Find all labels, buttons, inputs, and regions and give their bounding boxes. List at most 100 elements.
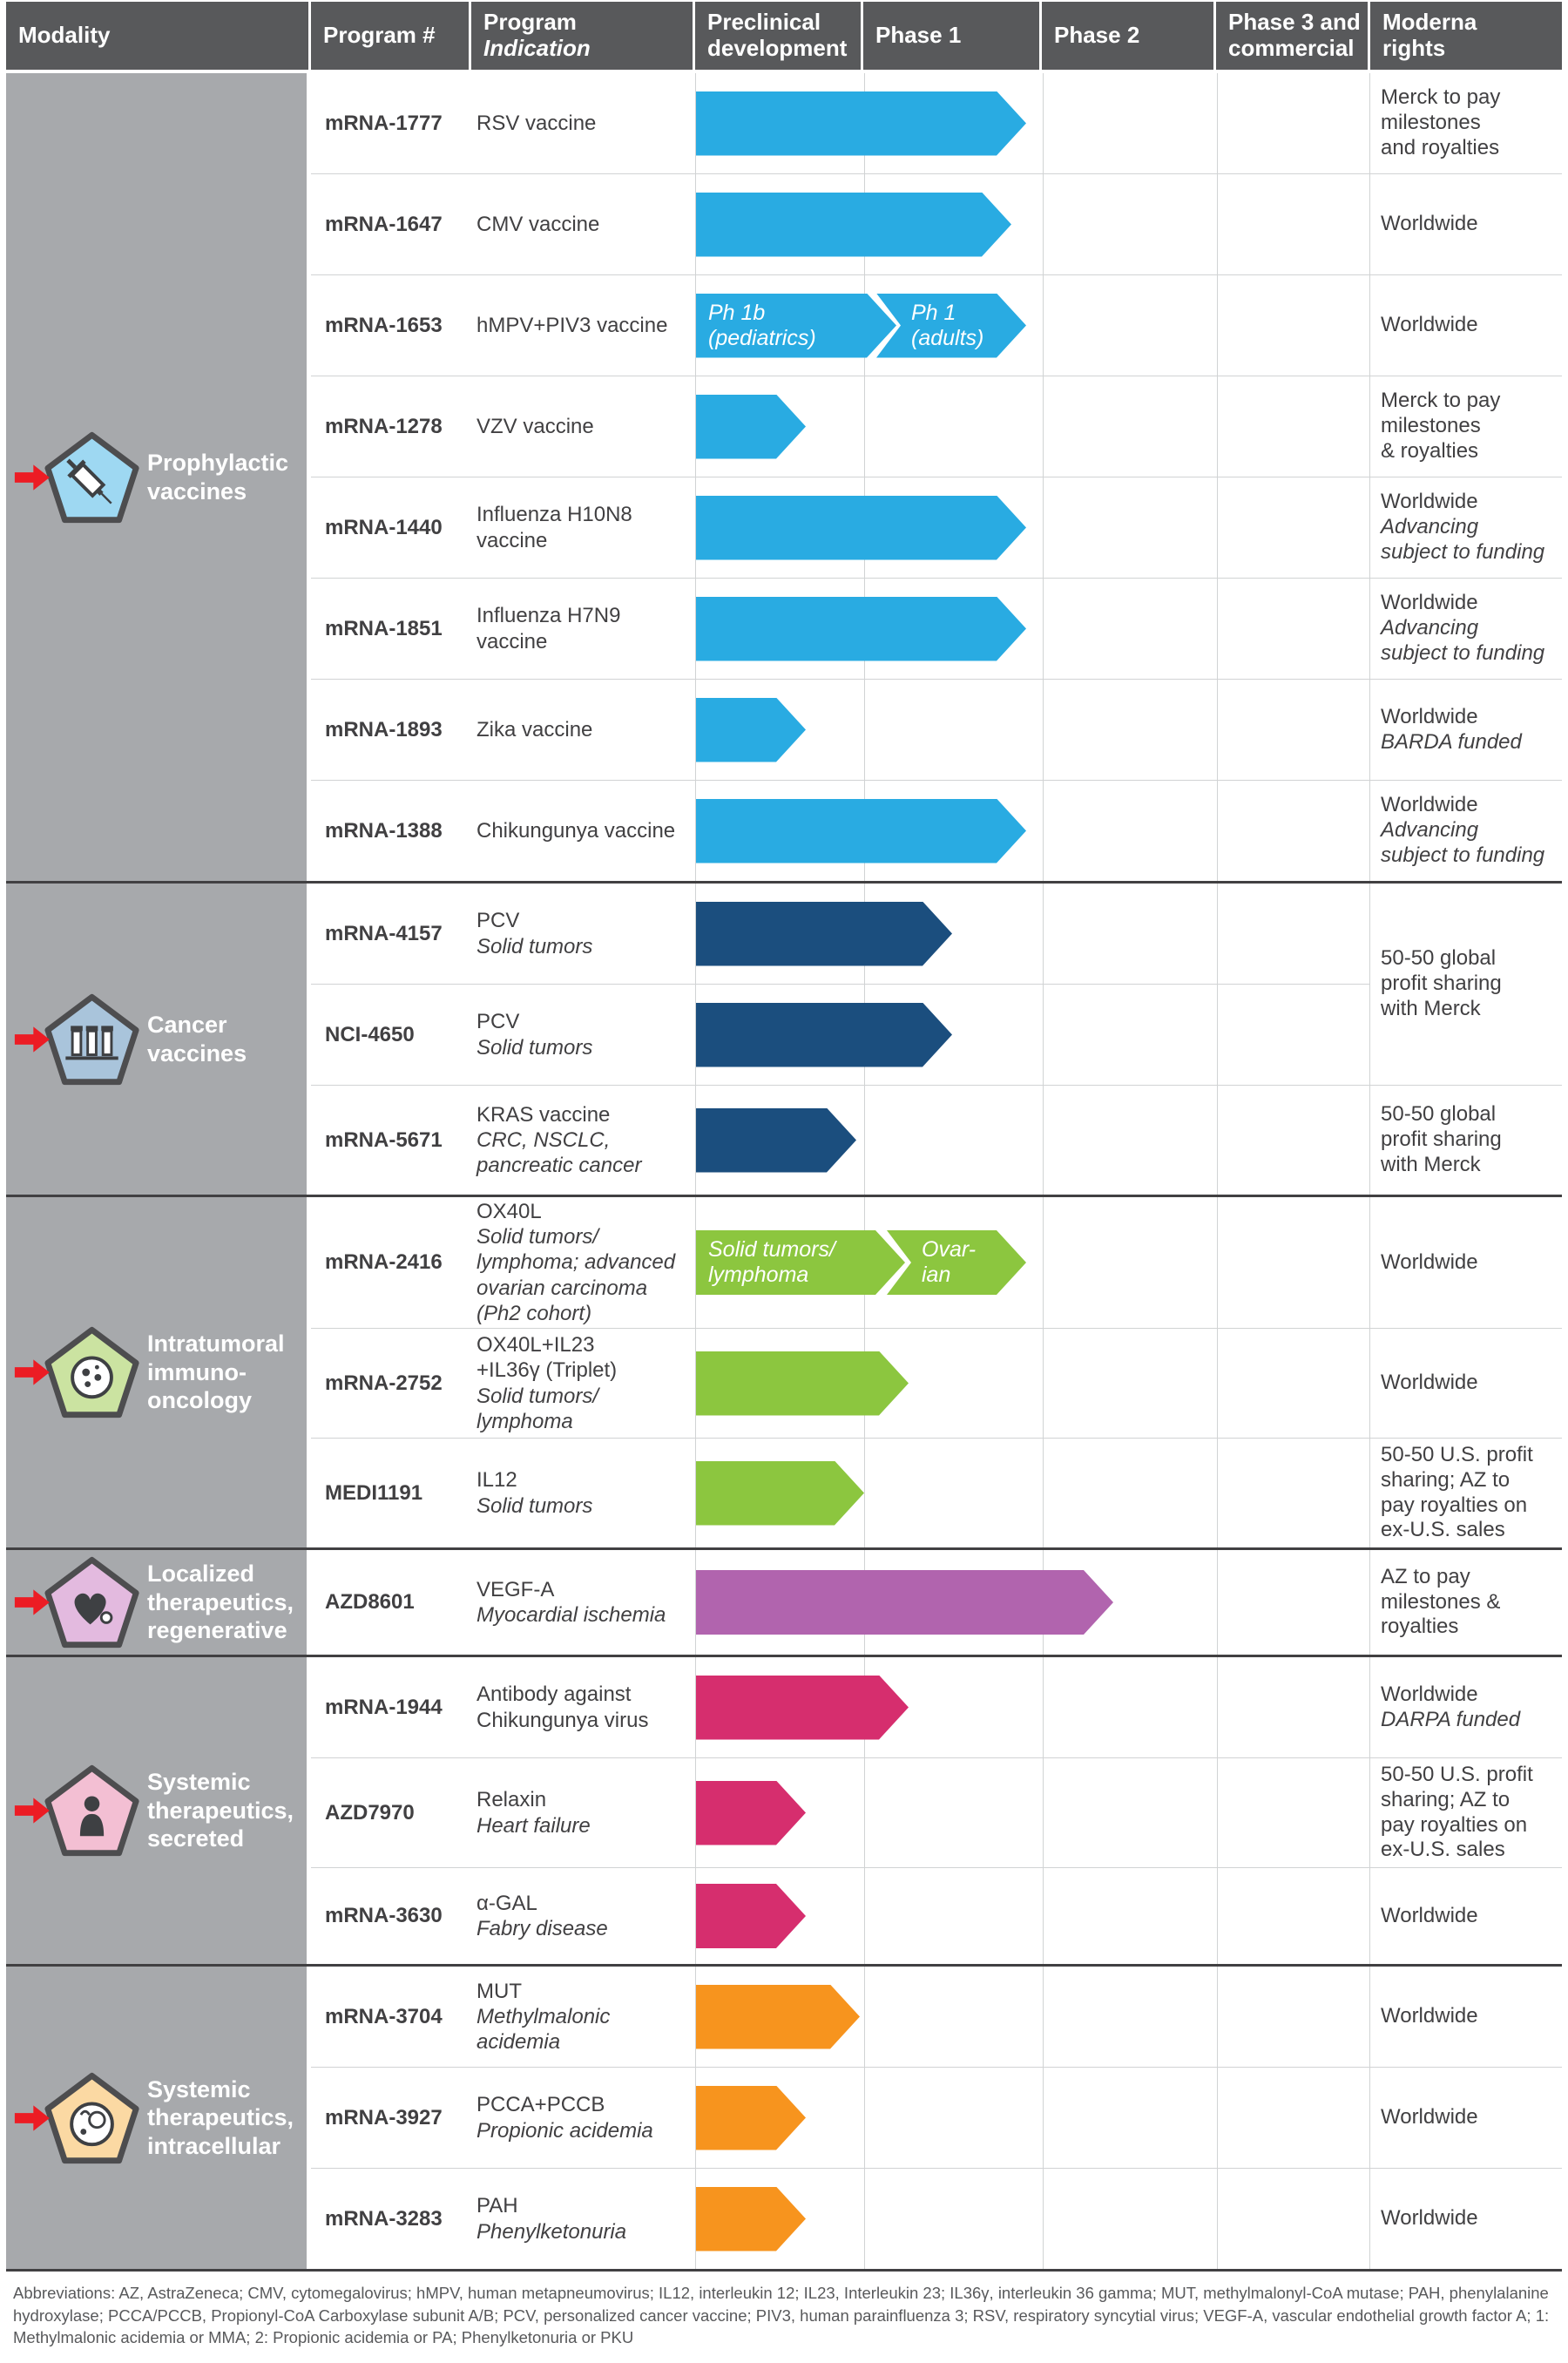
group-systemic-therapeutics-intracellular: Systemic therapeutics, intracellular mRN… — [6, 1964, 1562, 2269]
phase-track — [695, 985, 1370, 1085]
program-id: mRNA-1777 — [325, 111, 443, 135]
program-id: NCI-4650 — [325, 1022, 415, 1046]
program-row: mRNA-3283 PAH Phenylketonuria Worldwide — [311, 2168, 1562, 2269]
phase-track — [695, 579, 1370, 679]
rights-cell: Worldwide — [1370, 275, 1562, 376]
rights-text: Worldwide — [1381, 1249, 1478, 1274]
pipeline-arrow — [696, 2086, 806, 2150]
indication-name: α-GAL — [476, 1891, 537, 1915]
table-header: Modality Program # Program Indication Pr… — [6, 2, 1562, 70]
indication-name: OX40L — [476, 1199, 542, 1223]
indication-detail: Myocardial ischemia — [476, 1603, 666, 1627]
tumor-cell-glyph — [71, 1356, 113, 1399]
indication-detail: Solid tumors/ lymphoma — [476, 1384, 599, 1433]
phase-track — [695, 2169, 1370, 2269]
indication-name: Zika vaccine — [476, 717, 593, 741]
pipeline-arrow — [696, 1781, 806, 1845]
pipeline-arrow — [696, 1570, 1113, 1635]
header-phase1: Phase 1 — [863, 2, 1042, 70]
rights-text: Worldwide — [1381, 704, 1478, 728]
red-arrow-icon — [14, 1589, 50, 1615]
rights-note: Advancing subject to funding — [1381, 515, 1545, 564]
program-id: AZD7970 — [325, 1800, 415, 1825]
program-row: mRNA-2752 OX40L+IL23 +IL36γ (Triplet) Sol… — [311, 1328, 1562, 1438]
indication-cell: VZV vaccine — [471, 376, 695, 477]
rights-cell: 50-50 U.S. profit sharing; AZ to pay roy… — [1370, 1439, 1562, 1547]
pipeline-arrow — [696, 496, 1026, 560]
program-id: mRNA-2416 — [325, 1250, 443, 1274]
program-id: mRNA-5671 — [325, 1127, 443, 1152]
indication-detail: Fabry disease — [476, 1917, 608, 1940]
phase-track — [695, 1657, 1370, 1757]
indication-cell: Influenza H7N9 vaccine — [471, 579, 695, 679]
red-arrow-icon — [14, 2104, 50, 2131]
program-row: mRNA-1388 Chikungunya vaccine Worldwide A… — [311, 780, 1562, 881]
indication-name: Relaxin — [476, 1788, 547, 1812]
indication-cell: MUT Methylmalonic acidemia — [471, 1967, 695, 2067]
rights-cell: Worldwide Advancing subject to funding — [1370, 477, 1562, 578]
header-indication: Program Indication — [471, 2, 695, 70]
red-arrow-icon — [14, 1798, 50, 1824]
program-row: NCI-4650 PCV Solid tumors — [311, 984, 1562, 1085]
program-id: mRNA-3630 — [325, 1904, 443, 1927]
phase-track — [695, 174, 1370, 274]
indication-detail: Heart failure — [476, 1813, 591, 1838]
rights-note: DARPA funded — [1381, 1707, 1521, 1731]
indication-cell: KRAS vaccine CRC, NSCLC, pancreatic cance… — [471, 1086, 695, 1195]
indication-cell: VEGF-A Myocardial ischemia — [471, 1550, 695, 1655]
program-id: mRNA-1440 — [325, 515, 443, 539]
rights-text: Worldwide — [1381, 212, 1478, 236]
program-id: mRNA-3283 — [325, 2206, 443, 2231]
rights-cell: Merck to pay milestones & royalties — [1370, 376, 1562, 477]
program-id: AZD8601 — [325, 1590, 415, 1614]
modality-label: Localized therapeutics, regenerative — [147, 1561, 294, 1644]
modality-sidebar: Systemic therapeutics, secreted — [6, 1657, 311, 1964]
indication-detail: Solid tumors — [476, 1035, 593, 1060]
indication-name: RSV vaccine — [476, 111, 597, 135]
rights-text: 50-50 U.S. profit sharing; AZ to pay roy… — [1381, 1442, 1533, 1542]
group-localized-therapeutics-regenerative: Localized therapeutics, regenerative AZD… — [6, 1547, 1562, 1655]
program-id: mRNA-1653 — [325, 313, 443, 337]
rights-cell: 50-50 global profit sharing with Merck — [1370, 1086, 1562, 1195]
phase-track — [695, 781, 1370, 881]
rights-text: Worldwide — [1381, 793, 1478, 817]
indication-cell: OX40L+IL23 +IL36γ (Triplet) Solid tumors/… — [471, 1329, 695, 1438]
indication-name: CMV vaccine — [476, 212, 600, 236]
group-rows: mRNA-3704 MUT Methylmalonic acidemia Worl… — [311, 1967, 1562, 2269]
header-phase2: Phase 2 — [1042, 2, 1216, 70]
pipeline-arrow-segment: Ph 1b (pediatrics) — [696, 294, 896, 358]
indication-name: Influenza H10N8 vaccine — [476, 503, 632, 552]
pipeline-arrow — [696, 1461, 864, 1526]
program-row: mRNA-5671 KRAS vaccine CRC, NSCLC, pancre… — [311, 1085, 1562, 1195]
rights-cell: AZ to pay milestones & royalties — [1370, 1550, 1562, 1655]
rights-text: 50-50 U.S. profit sharing; AZ to pay roy… — [1381, 1762, 1533, 1862]
indication-name: Influenza H7N9 vaccine — [476, 604, 621, 653]
red-arrow-icon — [14, 1359, 50, 1385]
phase-track — [695, 884, 1370, 984]
red-arrow-icon — [14, 464, 50, 491]
rights-cell: Worldwide Advancing subject to funding — [1370, 579, 1562, 679]
indication-cell: α-GAL Fabry disease — [471, 1868, 695, 1964]
indication-detail: CRC, NSCLC, pancreatic cancer — [476, 1127, 642, 1178]
program-id: mRNA-1278 — [325, 414, 443, 438]
pipeline-arrow — [696, 1676, 909, 1740]
group-systemic-therapeutics-secreted: Systemic therapeutics, secreted mRNA-194… — [6, 1655, 1562, 1964]
modality-sidebar: Prophylactic vaccines — [6, 73, 311, 881]
tumor-cell-pentagon-icon — [6, 1324, 147, 1420]
rights-text: Worldwide — [1381, 591, 1478, 615]
indication-cell: Antibody against Chikungunya virus — [471, 1657, 695, 1757]
rights-cell: Merck to pay milestones and royalties — [1370, 73, 1562, 173]
phase-track: Ph 1b (pediatrics) Ph 1 (adults) — [695, 275, 1370, 376]
group-cancer-vaccines: Cancer vaccines mRNA-4157 PCV Solid tumor… — [6, 881, 1562, 1195]
indication-name: PCV — [476, 1010, 520, 1034]
indication-cell: PCV Solid tumors — [471, 884, 695, 984]
program-row: mRNA-3704 MUT Methylmalonic acidemia Worl… — [311, 1967, 1562, 2067]
modality-sidebar: Systemic therapeutics, intracellular — [6, 1967, 311, 2269]
indication-detail: Methylmalonic acidemia — [476, 2004, 611, 2055]
program-row: mRNA-2416 OX40L Solid tumors/ lymphoma; a… — [311, 1197, 1562, 1328]
program-id: mRNA-1944 — [325, 1695, 443, 1719]
rights-text: Worldwide — [1381, 2004, 1478, 2028]
pipeline-arrow — [696, 1985, 860, 2049]
rights-cell: Worldwide DARPA funded — [1370, 1657, 1562, 1757]
phase-track — [695, 1329, 1370, 1438]
